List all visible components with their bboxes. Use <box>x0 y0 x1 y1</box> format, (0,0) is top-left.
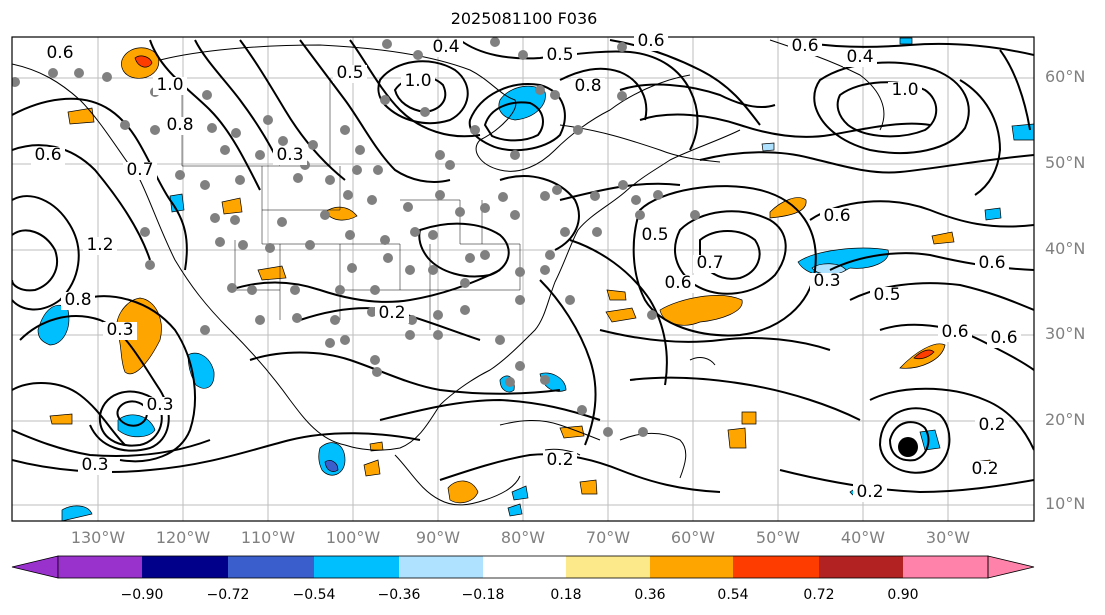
colorbar-segment <box>819 556 903 578</box>
colorbar-tick: 0.72 <box>803 587 835 603</box>
colorbar-tick: 0.54 <box>717 587 749 603</box>
lon-label-120w: 120°W <box>155 528 211 547</box>
lon-label-80w: 80°W <box>500 528 546 547</box>
lon-label-130w: 130°W <box>70 528 126 547</box>
state-borders <box>181 78 521 330</box>
contour-label: 0.5 <box>546 45 573 65</box>
lon-label-70w: 70°W <box>585 528 631 547</box>
lon-label-90w: 90°W <box>415 528 461 547</box>
map-title: 2025081100 F036 <box>450 9 598 28</box>
contour-label: 0.3 <box>106 320 133 340</box>
colorbar-segment <box>733 556 819 578</box>
lat-label-50n: 50°N <box>1045 153 1086 172</box>
colorbar-segment <box>228 556 314 578</box>
contour-label: 0.2 <box>978 415 1005 435</box>
lat-label-30n: 30°N <box>1045 324 1086 343</box>
colorbar <box>11 555 1035 579</box>
contour-label: 0.2 <box>856 482 883 502</box>
contour-label: 0.2 <box>971 459 998 479</box>
lat-label-40n: 40°N <box>1045 239 1086 258</box>
contour-label: 0.8 <box>166 115 193 135</box>
lat-label-10n: 10°N <box>1045 494 1086 513</box>
contour-label: 0.8 <box>574 76 601 96</box>
contour-label: 0.6 <box>978 253 1005 273</box>
colorbar-extend-max <box>987 555 1035 579</box>
contour-label: 0.6 <box>941 322 968 342</box>
contour-label: 0.3 <box>146 395 173 415</box>
colorbar-tick: 0.90 <box>887 587 919 603</box>
colorbar-segment <box>58 556 142 578</box>
contour-lines <box>12 39 1034 494</box>
colorbar-segment <box>650 556 733 578</box>
lon-label-30w: 30°W <box>925 528 971 547</box>
contour-label: 0.7 <box>126 160 153 180</box>
colorbar-segment <box>566 556 650 578</box>
contour-label: 0.6 <box>637 31 664 51</box>
storm-center-marker <box>898 437 918 457</box>
contour-label: 0.2 <box>546 450 573 470</box>
contour-label: 0.7 <box>696 253 723 273</box>
colorbar-extend-min <box>11 555 59 579</box>
lon-label-40w: 40°W <box>840 528 886 547</box>
observation-points <box>12 37 700 437</box>
contour-label: 0.5 <box>336 63 363 83</box>
colorbar-tick: −0.18 <box>461 587 505 603</box>
positive-fill-patches <box>49 47 991 504</box>
contour-label: 1.0 <box>404 71 431 91</box>
contour-label: 0.2 <box>378 303 405 323</box>
colorbar-segment <box>314 556 399 578</box>
contour-label: 0.6 <box>46 43 73 63</box>
colorbar-segment <box>142 556 228 578</box>
lat-label-20n: 20°N <box>1045 410 1086 429</box>
contour-label: 0.5 <box>641 225 668 245</box>
contour-label: 0.6 <box>823 206 850 226</box>
contour-label: 1.2 <box>86 235 113 255</box>
contour-label: 0.3 <box>276 145 303 165</box>
colorbar-tick: 0.36 <box>634 587 666 603</box>
lon-label-60w: 60°W <box>670 528 716 547</box>
contour-label: 0.6 <box>990 328 1017 348</box>
colorbar-tick: −0.54 <box>292 587 336 603</box>
contour-label: 0.4 <box>432 37 459 57</box>
colorbar-tick: 0.18 <box>550 587 582 603</box>
contour-label: 0.5 <box>873 285 900 305</box>
contour-label: 1.0 <box>156 75 183 95</box>
lon-label-110w: 110°W <box>240 528 296 547</box>
colorbar-segment <box>483 556 566 578</box>
contour-label: 1.0 <box>891 80 918 100</box>
colorbar-segment <box>399 556 483 578</box>
contour-label: 0.8 <box>64 290 91 310</box>
colorbar-segment <box>903 556 988 578</box>
contour-label: 0.4 <box>846 47 873 67</box>
coastlines <box>12 39 885 506</box>
colorbar-tick: −0.72 <box>206 587 250 603</box>
contour-label: 0.6 <box>34 145 61 165</box>
lon-label-50w: 50°W <box>755 528 801 547</box>
lat-label-60n: 60°N <box>1045 67 1086 86</box>
colorbar-tick: −0.36 <box>377 587 421 603</box>
contour-label: 0.6 <box>664 273 691 293</box>
contour-label: 0.3 <box>81 455 108 475</box>
lon-label-100w: 100°W <box>325 528 381 547</box>
colorbar-tick: −0.90 <box>120 587 164 603</box>
contour-label: 0.6 <box>791 36 818 56</box>
contour-label: 0.3 <box>813 271 840 291</box>
